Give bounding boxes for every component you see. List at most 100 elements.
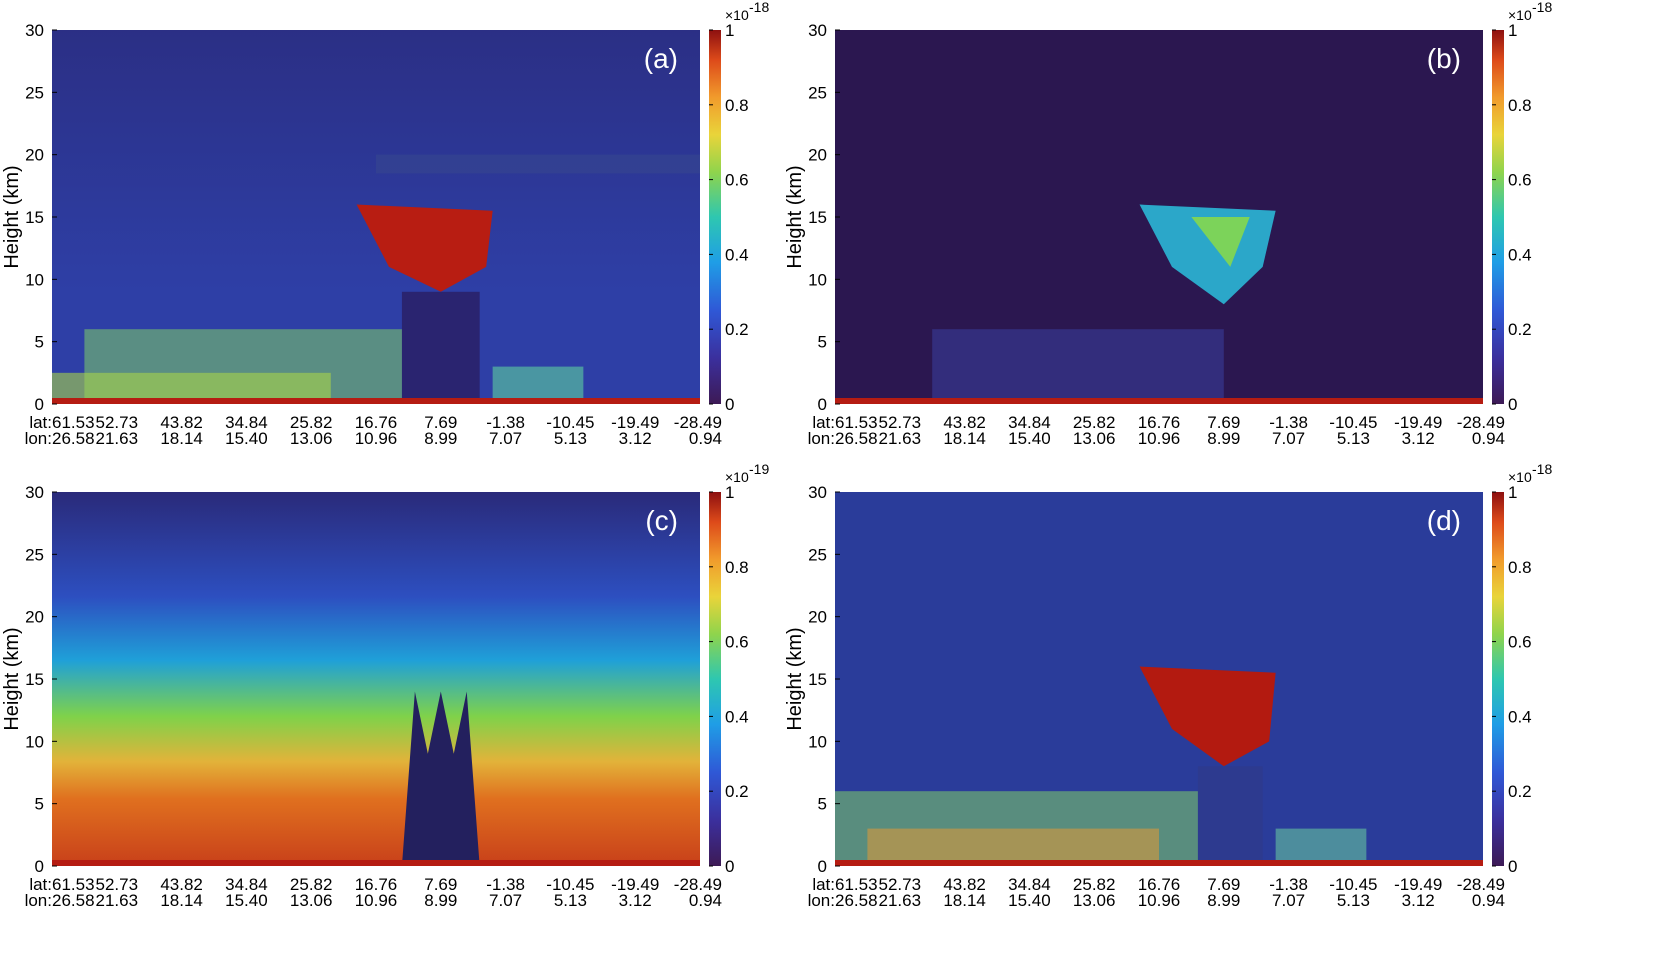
panel-d: 0 5 10 15 20 25 30 Height (km) 61.53 26.58 52.73 21… — [783, 461, 1563, 940]
x-tick-label-lat: -28.49 — [674, 875, 722, 894]
panel-label: (a) — [644, 43, 678, 74]
x-tick-label-lon: 13.06 — [1073, 429, 1116, 448]
x-tick-label-lat: -19.49 — [611, 875, 659, 894]
x-tick-label-lon: 26.58 — [835, 429, 878, 448]
x-tick-label-lat: 43.82 — [943, 413, 986, 432]
colorbar-exponent-base: ×10 — [725, 469, 749, 485]
x-tick-label-lon: 21.63 — [879, 891, 922, 910]
x-tick-label-lat: 25.82 — [290, 413, 333, 432]
colorbar-tick-label: 0.4 — [725, 245, 749, 264]
aerosol-layer — [932, 329, 1224, 404]
colorbar-tick-label: 0.4 — [1508, 245, 1532, 264]
y-axis-label: Height (km) — [784, 165, 806, 268]
x-tick-label-lat: 16.76 — [1138, 875, 1181, 894]
y-tick-label: 25 — [808, 83, 827, 102]
x-tick-label-lat: 61.53 — [52, 875, 95, 894]
colorbar-exponent-base: ×10 — [1508, 7, 1532, 23]
x-tick-label-lon: 5.13 — [1337, 429, 1370, 448]
colorbar-tick-label: 0.4 — [725, 707, 749, 726]
x-tick-label-lon: 18.14 — [160, 891, 203, 910]
x-tick-label-lat: -1.38 — [1269, 875, 1308, 894]
x-lon-prefix: lon: — [25, 429, 52, 448]
panel-label: (b) — [1427, 43, 1461, 74]
colorbar-tick-label: 0.2 — [1508, 320, 1532, 339]
colorbar-exponent-power: -18 — [1532, 461, 1552, 477]
convective-cloud-top — [1139, 666, 1276, 767]
x-tick-label-lat: -10.45 — [1329, 413, 1377, 432]
x-tick-label-lat: -28.49 — [674, 413, 722, 432]
panel-c: 0 5 10 15 20 25 30 Height (km) 61.53 26.58 52.73 21… — [0, 461, 780, 940]
x-tick-label-lon: 21.63 — [879, 429, 922, 448]
y-tick-label: 30 — [25, 483, 44, 502]
x-tick-label-lon: 18.14 — [160, 429, 203, 448]
colorbar-tick-label: 0.2 — [1508, 782, 1532, 801]
colorbar-tick-label: 0 — [1508, 857, 1517, 876]
plot-area — [835, 492, 1483, 866]
colorbar-tick-label: 1 — [725, 21, 734, 40]
y-tick-label: 10 — [808, 270, 827, 289]
x-tick-label-lon: 10.96 — [355, 429, 398, 448]
x-tick-label-lon: 8.99 — [424, 891, 457, 910]
y-axis-label: Height (km) — [1, 165, 23, 268]
y-tick-label: 0 — [35, 857, 44, 876]
colorbar-tick-label: 1 — [725, 483, 734, 502]
x-tick-label-lat: 61.53 — [52, 413, 95, 432]
plot-background — [52, 492, 700, 866]
x-tick-label-lon: 7.07 — [489, 429, 522, 448]
x-tick-label-lat: 43.82 — [160, 875, 203, 894]
y-tick-label: 10 — [25, 732, 44, 751]
colorbar — [709, 492, 721, 866]
panel-label: (d) — [1427, 505, 1461, 536]
x-tick-label-lat: -1.38 — [1269, 413, 1308, 432]
x-tick-label-lat: 34.84 — [1008, 413, 1051, 432]
x-tick-label-lat: 7.69 — [1207, 413, 1240, 432]
x-tick-label-lon: 26.58 — [835, 891, 878, 910]
aerosol-layer-low — [867, 828, 1159, 866]
x-tick-label-lat: 16.76 — [1138, 413, 1181, 432]
colorbar-tick-label: 1 — [1508, 483, 1517, 502]
x-tick-label-lat: -1.38 — [486, 875, 525, 894]
y-tick-label: 0 — [818, 395, 827, 414]
upper-layer — [376, 154, 700, 174]
x-lat-prefix: lat: — [29, 413, 52, 432]
x-tick-label-lat: 34.84 — [225, 413, 268, 432]
plot-area — [52, 492, 700, 866]
x-tick-label-lon: 7.07 — [1272, 891, 1305, 910]
x-tick-label-lat: -19.49 — [1394, 875, 1442, 894]
y-tick-label: 10 — [808, 732, 827, 751]
x-tick-label-lat: 16.76 — [355, 875, 398, 894]
x-tick-label-lat: 43.82 — [160, 413, 203, 432]
x-tick-label-lon: 26.58 — [52, 429, 95, 448]
y-tick-label: 5 — [35, 795, 44, 814]
x-tick-label-lat: 7.69 — [424, 875, 457, 894]
x-tick-label-lon: 8.99 — [1207, 891, 1240, 910]
x-tick-label-lon: 3.12 — [619, 891, 652, 910]
colorbar-tick-label: 0.6 — [1508, 171, 1532, 190]
x-tick-label-lon: 10.96 — [1138, 429, 1181, 448]
x-tick-label-lat: 52.73 — [96, 413, 139, 432]
x-tick-label-lat: -19.49 — [611, 413, 659, 432]
x-tick-label-lon: 7.07 — [1272, 429, 1305, 448]
x-tick-label-lat: -28.49 — [1457, 875, 1505, 894]
y-tick-label: 10 — [25, 270, 44, 289]
colorbar-tick-label: 0.8 — [1508, 96, 1532, 115]
x-tick-label-lon: 8.99 — [1207, 429, 1240, 448]
colorbar-tick-label: 0.6 — [1508, 633, 1532, 652]
x-tick-label-lon: 3.12 — [619, 429, 652, 448]
x-tick-label-lat: -10.45 — [1329, 875, 1377, 894]
colorbar-exponent-power: -18 — [1532, 0, 1552, 15]
x-tick-label-lon: 10.96 — [355, 891, 398, 910]
plot-area — [835, 30, 1483, 404]
x-tick-label-lon: 0.94 — [1472, 429, 1505, 448]
surface-return — [835, 398, 1483, 404]
y-tick-label: 30 — [808, 483, 827, 502]
field-layer — [52, 691, 700, 866]
colorbar-tick-label: 0.8 — [725, 96, 749, 115]
x-tick-label-lon: 10.96 — [1138, 891, 1181, 910]
y-tick-label: 15 — [25, 670, 44, 689]
x-tick-label-lat: 7.69 — [424, 413, 457, 432]
x-tick-label-lat: 52.73 — [879, 875, 922, 894]
colorbar-tick-label: 0 — [725, 395, 734, 414]
